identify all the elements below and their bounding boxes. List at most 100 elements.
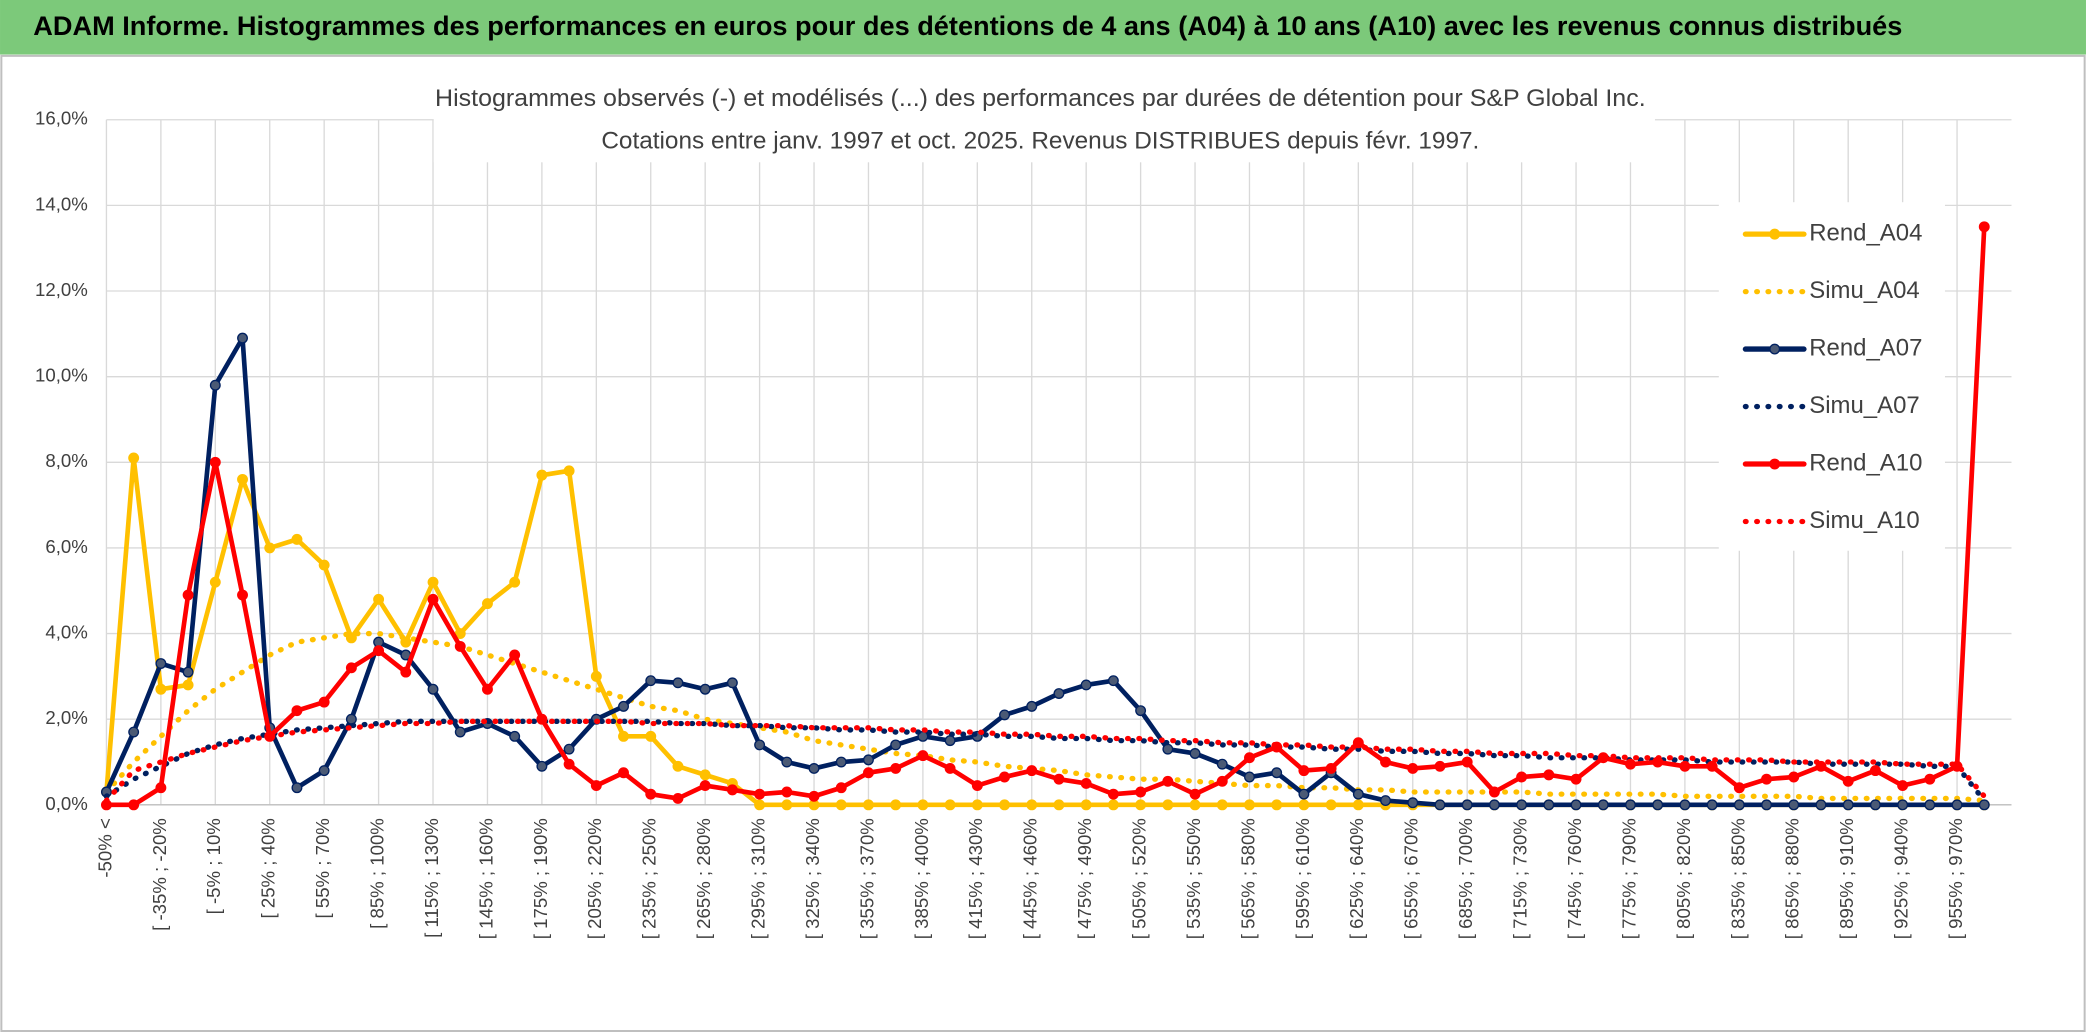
series-marker — [1407, 797, 1419, 809]
series-line — [103, 630, 1987, 804]
x-tick-label: [ 25% ; 40% — [258, 818, 279, 918]
legend-label: Simu_A10 — [1809, 507, 1919, 534]
x-tick-label: [ 655% ; 670% — [1401, 818, 1422, 939]
series-marker — [482, 598, 493, 610]
series-marker — [917, 750, 929, 762]
series-marker — [781, 786, 793, 798]
series-marker — [128, 799, 140, 811]
series-marker — [863, 799, 874, 811]
y-tick-label: 4,0% — [45, 621, 87, 642]
series-marker — [1924, 799, 1936, 811]
series-marker — [1271, 799, 1283, 811]
legend-label: Rend_A10 — [1809, 449, 1922, 476]
series-marker — [672, 792, 684, 804]
series-marker — [1516, 771, 1528, 783]
series-marker — [1407, 762, 1419, 774]
series-marker — [1107, 788, 1119, 800]
series-marker — [509, 649, 521, 661]
series-marker — [1570, 799, 1582, 811]
series-marker — [427, 683, 439, 695]
series-marker — [1924, 773, 1936, 785]
series-marker — [1951, 799, 1963, 811]
x-tick-label: [ 835% ; 850% — [1727, 818, 1748, 939]
series-marker — [1978, 221, 1990, 233]
plot — [100, 221, 1990, 811]
series-marker — [209, 456, 221, 468]
x-tick-label: [ 745% ; 760% — [1564, 818, 1585, 939]
series-marker — [754, 788, 766, 800]
series-marker — [237, 332, 248, 344]
series-marker — [672, 677, 684, 689]
series-marker — [1053, 799, 1065, 811]
legend-bg — [1718, 202, 1945, 551]
series-marker — [944, 735, 956, 747]
series-marker — [182, 666, 194, 678]
x-tick-label: [ 415% ; 430% — [965, 818, 986, 939]
series-marker — [1244, 799, 1255, 811]
series-marker — [427, 576, 439, 588]
legend-label: Rend_A07 — [1809, 334, 1922, 361]
legend-label: Simu_A07 — [1809, 392, 1919, 419]
series-marker — [155, 683, 167, 695]
series-marker — [1679, 760, 1691, 772]
series-marker — [1897, 799, 1909, 811]
x-tick-label: [ 235% ; 250% — [639, 818, 660, 939]
series-marker — [182, 679, 194, 691]
series-marker — [726, 677, 738, 689]
series-marker — [863, 767, 874, 779]
series-marker — [999, 709, 1010, 721]
series-marker — [1733, 799, 1745, 811]
series-marker — [863, 754, 874, 766]
series-marker — [1107, 799, 1119, 811]
x-tick-label: [ 145% ; 160% — [475, 818, 496, 939]
x-tick-label: [ 55% ; 70% — [312, 818, 333, 918]
series-marker — [1706, 799, 1718, 811]
series-marker — [1815, 799, 1827, 811]
series-marker — [1298, 765, 1310, 777]
y-tick-label: 6,0% — [45, 536, 87, 557]
series-marker — [1869, 765, 1881, 777]
series-marker — [1625, 799, 1636, 811]
series-marker — [1053, 773, 1065, 785]
y-tick-label: 2,0% — [45, 707, 87, 728]
series-marker — [890, 739, 902, 751]
series-marker — [726, 784, 738, 796]
x-tick-label: [ 295% ; 310% — [748, 818, 769, 939]
series-marker — [1298, 788, 1310, 800]
series-marker — [563, 743, 575, 755]
series-marker — [808, 762, 820, 774]
series-marker — [182, 589, 194, 601]
series-marker — [454, 726, 466, 738]
series-marker — [1706, 760, 1718, 772]
series-marker — [1325, 762, 1337, 774]
x-tick-label: [ 535% ; 550% — [1183, 818, 1204, 939]
x-tick-label: [ 805% ; 820% — [1673, 818, 1694, 939]
series-marker — [1543, 769, 1555, 781]
y-tick-label: 12,0% — [35, 279, 88, 300]
series-marker — [1162, 743, 1174, 755]
series-marker — [1189, 799, 1201, 811]
series-line — [103, 718, 1987, 804]
series-marker — [971, 799, 983, 811]
series-marker — [1162, 799, 1174, 811]
series-marker — [1897, 780, 1909, 792]
series-marker — [645, 730, 657, 742]
series-marker — [1244, 771, 1255, 783]
legend-label: Rend_A04 — [1809, 219, 1922, 246]
series-marker — [999, 771, 1010, 783]
series-marker — [1488, 786, 1500, 798]
series-marker — [1107, 675, 1119, 687]
series-marker — [563, 465, 575, 477]
series-marker — [618, 730, 629, 742]
series-marker — [699, 683, 711, 695]
chart-frame — [0, 54, 2086, 1033]
series-marker — [1380, 795, 1391, 807]
series-marker — [1434, 760, 1446, 772]
series-marker — [1869, 799, 1881, 811]
x-tick-label: [ 895% ; 910% — [1836, 818, 1857, 939]
series-marker — [209, 576, 221, 588]
series-marker — [1434, 799, 1446, 811]
legend-marker — [1769, 228, 1781, 240]
